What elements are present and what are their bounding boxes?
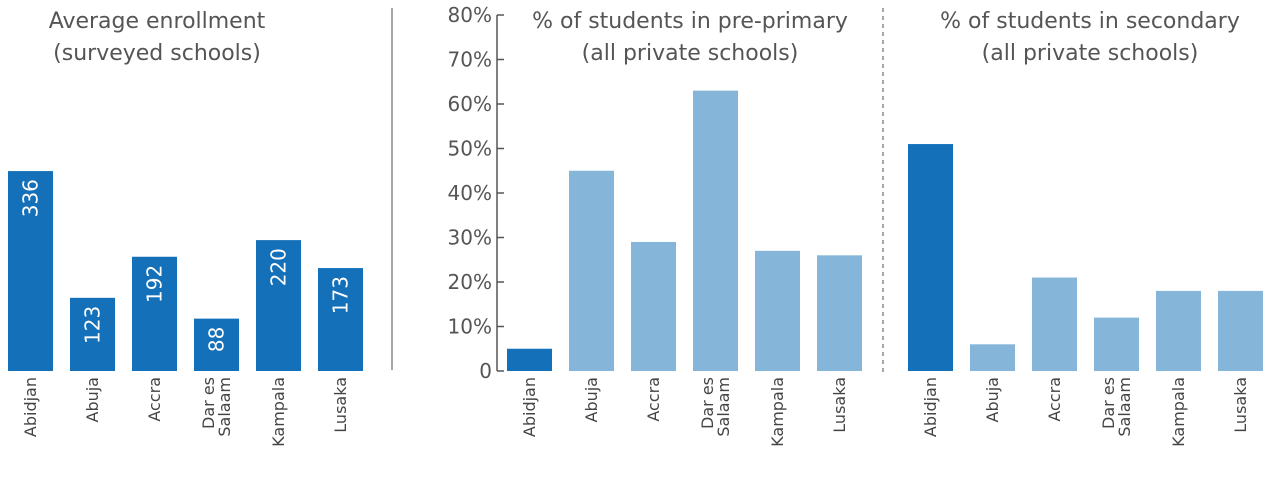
panel-secondary: % of students in secondary (all private s… — [908, 9, 1263, 447]
chart-title-line: (surveyed schools) — [53, 41, 261, 66]
category-label: Abuja — [83, 377, 102, 423]
category-label: Accra — [145, 377, 164, 422]
bar — [318, 268, 363, 371]
category-label: Accra — [644, 377, 663, 422]
chart-title-line: Average enrollment — [49, 9, 266, 34]
bar — [507, 348, 552, 371]
bar — [693, 90, 738, 372]
chart-title-line: (all private schools) — [982, 41, 1199, 66]
category-label: Lusaka — [1231, 377, 1250, 433]
category-label: Abidjan — [21, 377, 40, 437]
bar — [1094, 317, 1139, 371]
category-label: Abuja — [983, 377, 1002, 423]
y-tick-label: 20% — [448, 270, 492, 294]
bar — [755, 250, 800, 371]
category-label: Salaam — [1115, 377, 1134, 437]
bar-data-label: 173 — [329, 276, 353, 314]
chart-title-line: % of students in pre-primary — [532, 9, 848, 34]
bar — [1032, 277, 1077, 371]
panel-pre-primary: % of students in pre-primary (all private… — [448, 3, 862, 447]
category-label: Kampala — [269, 377, 288, 447]
category-label: Abidjan — [921, 377, 940, 437]
panel-average-enrollment: Average enrollment (surveyed schools) 336 A… — [8, 9, 363, 447]
bar — [194, 318, 239, 371]
category-label: Kampala — [768, 377, 787, 447]
category-label: Salaam — [215, 377, 234, 437]
category-label: Kampala — [1169, 377, 1188, 447]
y-tick-label: 50% — [448, 137, 492, 161]
y-tick-label: 70% — [448, 48, 492, 72]
chart-title-line: (all private schools) — [582, 41, 799, 66]
bar — [908, 144, 953, 371]
category-label: Lusaka — [331, 377, 350, 433]
bar — [70, 297, 115, 371]
y-tick-label: 60% — [448, 92, 492, 116]
bar — [569, 170, 614, 371]
bar — [817, 255, 862, 371]
bar — [8, 171, 53, 371]
category-label: Abidjan — [520, 377, 539, 437]
bar — [1156, 290, 1201, 371]
bar — [1218, 290, 1263, 371]
bar — [132, 256, 177, 371]
category-label: Abuja — [582, 377, 601, 423]
bar — [970, 344, 1015, 371]
bar-data-label: 220 — [267, 248, 291, 286]
bar-data-label: 192 — [143, 265, 167, 303]
category-label: Dar es — [199, 377, 218, 429]
y-tick-label: 0 — [479, 359, 492, 383]
bar — [256, 240, 301, 371]
y-tick-label: 30% — [448, 226, 492, 250]
y-tick-label: 10% — [448, 315, 492, 339]
category-label: Dar es — [698, 377, 717, 429]
category-label: Salaam — [714, 377, 733, 437]
category-label: Dar es — [1099, 377, 1118, 429]
category-label: Accra — [1045, 377, 1064, 422]
bar-data-label: 336 — [19, 179, 43, 217]
bar-data-label: 123 — [81, 306, 105, 344]
category-label: Lusaka — [830, 377, 849, 433]
bar — [631, 241, 676, 371]
chart-title-line: % of students in secondary — [940, 9, 1240, 34]
y-tick-label: 80% — [448, 3, 492, 27]
bar-data-label: 88 — [205, 327, 229, 352]
y-tick-label: 40% — [448, 181, 492, 205]
